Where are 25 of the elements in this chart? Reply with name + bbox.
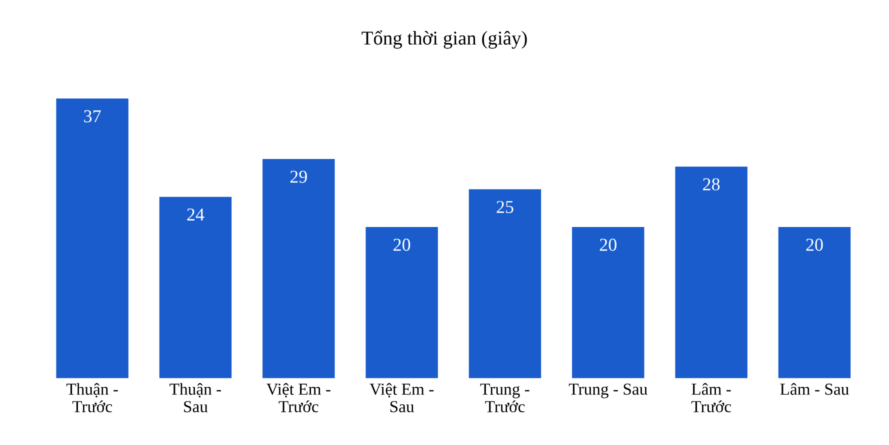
data-label: 20 bbox=[806, 238, 823, 251]
x-tick-label: Trung - Sau bbox=[568, 384, 648, 398]
bar bbox=[56, 98, 128, 378]
data-label: 28 bbox=[703, 178, 720, 190]
x-tick-label: Việt Em - Trước bbox=[266, 383, 330, 412]
bar bbox=[366, 227, 438, 378]
x-tick-label: Lâm - Trước bbox=[691, 383, 731, 412]
bar bbox=[468, 189, 542, 378]
data-label: 25 bbox=[496, 200, 514, 214]
bar bbox=[262, 159, 335, 378]
bar bbox=[778, 227, 851, 378]
data-label: 20 bbox=[394, 238, 410, 251]
x-tick-label: Lâm - Sau bbox=[780, 383, 849, 395]
x-tick-label: Thuận - Sau bbox=[170, 383, 222, 412]
bar bbox=[572, 227, 644, 378]
data-label: 24 bbox=[187, 208, 204, 220]
chart-title: Tổng thời gian (giây) bbox=[362, 30, 527, 49]
data-label: 29 bbox=[290, 170, 307, 183]
x-tick-label: Thuận - Trước bbox=[66, 383, 118, 412]
bar bbox=[675, 166, 748, 378]
data-label: 37 bbox=[84, 110, 101, 122]
data-label: 20 bbox=[600, 238, 616, 251]
x-tick-label: Việt Em - Sau bbox=[370, 383, 434, 412]
x-tick-label: Trung - Trước bbox=[480, 384, 530, 412]
bar bbox=[159, 196, 232, 378]
